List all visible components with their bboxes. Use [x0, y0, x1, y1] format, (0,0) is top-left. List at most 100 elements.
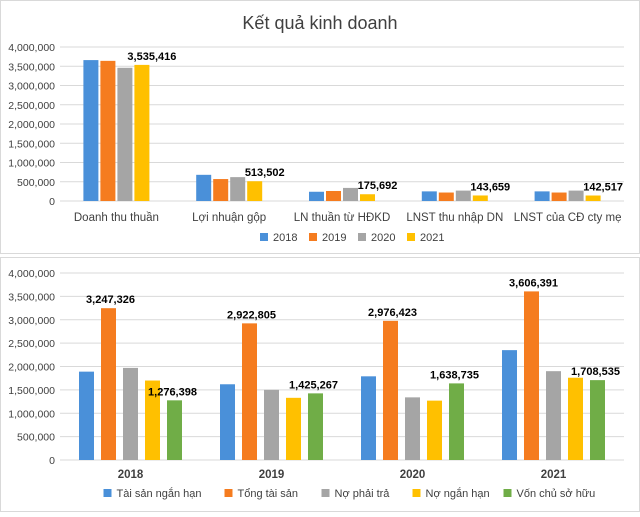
chart1-bar	[230, 177, 246, 201]
chart2-bar	[568, 377, 583, 460]
chart1-title: Kết quả kinh doanh	[242, 13, 397, 33]
chart1-data-label: 143,659	[470, 181, 510, 193]
chart1-bar	[100, 60, 116, 201]
chart1-bar	[213, 179, 229, 201]
chart1-bar	[585, 195, 601, 201]
chart1-bar	[438, 192, 454, 201]
chart2-bar	[361, 376, 376, 460]
chart1-ytick-label: 4,000,000	[8, 42, 55, 54]
chart2-legend-label: Tổng tài sản	[238, 488, 299, 500]
chart1-legend-label: 2018	[273, 232, 297, 244]
chart1-legend-swatch	[260, 233, 268, 241]
chart1-data-label: 175,692	[358, 180, 398, 192]
chart2-data-label: 3,247,326	[86, 294, 135, 306]
chart1-bar	[134, 64, 150, 202]
chart2-bar	[79, 371, 94, 460]
chart1-ytick-label: 500,000	[17, 177, 55, 189]
chart1-legend-swatch	[407, 233, 415, 241]
chart2-legend-swatch	[103, 489, 112, 497]
chart2-legend-label: Nợ ngắn hạn	[426, 487, 490, 500]
chart2-ytick-label: 2,000,000	[8, 362, 55, 374]
chart1-bar	[196, 174, 212, 201]
chart2-ytick-label: 1,000,000	[8, 408, 55, 420]
chart1-ytick-label: 2,000,000	[8, 119, 55, 131]
chart1-legend-swatch	[358, 233, 366, 241]
chart1-bar	[360, 194, 375, 201]
chart2-data-label: 1,276,398	[148, 386, 197, 398]
chart1-ytick-label: 1,000,000	[8, 158, 55, 170]
chart2-legend-swatch	[503, 489, 512, 497]
chart2-category-label: 2019	[259, 469, 285, 481]
chart2-data-label: 1,638,735	[430, 369, 479, 381]
chart2-bar	[308, 393, 323, 460]
chart2-bar	[383, 320, 398, 460]
chart2-bar	[220, 384, 235, 460]
chart1-bar	[455, 190, 471, 201]
chart2-ytick-label: 3,000,000	[8, 315, 55, 327]
chart1-bar	[117, 67, 133, 201]
chart2-bar	[286, 397, 301, 460]
chart2-bar	[546, 371, 561, 460]
chart2-bar	[123, 367, 138, 460]
chart1-bar	[247, 181, 263, 201]
chart1-legend-label: 2020	[371, 232, 395, 244]
chart1-category-label: LNST thu nhập DN	[406, 212, 503, 224]
chart2-data-label: 1,425,267	[289, 379, 338, 391]
chart2-bar	[590, 380, 605, 460]
chart1-category-label: LNST của CĐ cty mẹ	[514, 212, 622, 224]
chart1-ytick-label: 1,500,000	[8, 138, 55, 150]
chart1-legend-label: 2019	[322, 232, 346, 244]
chart2-legend-label: Vốn chủ sở hữu	[517, 488, 596, 500]
chart2-bar	[405, 397, 420, 460]
chart2-ytick-label: 500,000	[17, 432, 55, 444]
chart2-data-label: 1,708,535	[571, 366, 620, 378]
chart2-bar	[524, 291, 539, 460]
chart2-bar	[145, 380, 160, 460]
chart2-legend-label: Nợ phải trả	[335, 488, 391, 500]
chart1-bar	[83, 60, 99, 202]
chart1-data-label: 513,502	[245, 167, 285, 179]
chart1-ytick-label: 0	[49, 196, 55, 208]
chart1-data-label: 142,517	[583, 182, 623, 194]
chart2-category-label: 2021	[541, 469, 567, 481]
chart2-ytick-label: 0	[49, 455, 55, 467]
chart2-bar	[167, 400, 182, 460]
chart1-bar	[326, 190, 341, 201]
chart2-legend-label: Tài sản ngắn hạn	[117, 487, 202, 500]
chart1-ytick-label: 3,500,000	[8, 61, 55, 73]
chart1-category-label: LN thuần từ HĐKD	[294, 212, 391, 224]
chart2-data-label: 3,606,391	[509, 277, 558, 289]
chart1-category-label: Doanh thu thuần	[74, 212, 159, 224]
chart1-category-label: Lợi nhuận gộp	[192, 212, 266, 224]
chart2-bar	[502, 350, 517, 460]
chart1-bar	[343, 187, 358, 201]
chart2-legend-swatch	[412, 489, 421, 497]
chart1-legend-swatch	[309, 233, 317, 241]
chart1-ytick-label: 2,500,000	[8, 100, 55, 112]
chart1-bar	[472, 195, 488, 201]
chart2-category-label: 2018	[118, 469, 144, 481]
chart1-bar	[568, 190, 584, 201]
chart2-ytick-label: 2,500,000	[8, 338, 55, 350]
chart2-legend-swatch	[321, 489, 330, 497]
chart1-data-label: 3,535,416	[127, 51, 176, 63]
chart1-bar	[534, 191, 550, 201]
chart1-legend-label: 2021	[420, 232, 444, 244]
chart2-bar	[101, 308, 116, 460]
chart2-bar	[427, 400, 442, 460]
chart2-bar	[449, 383, 464, 460]
chart2-bar	[264, 389, 279, 460]
chart2-ytick-label: 1,500,000	[8, 385, 55, 397]
chart2-data-label: 2,922,805	[227, 309, 276, 321]
chart1-bar	[309, 191, 324, 201]
chart2-category-label: 2020	[400, 469, 426, 481]
chart2-legend-swatch	[224, 489, 233, 497]
chart2-ytick-label: 4,000,000	[8, 268, 55, 280]
chart2-ytick-label: 3,500,000	[8, 291, 55, 303]
chart1-bar	[421, 191, 437, 201]
chart2-data-label: 2,976,423	[368, 307, 417, 319]
chart1-ytick-label: 3,000,000	[8, 81, 55, 93]
chart2-bar	[242, 323, 257, 460]
